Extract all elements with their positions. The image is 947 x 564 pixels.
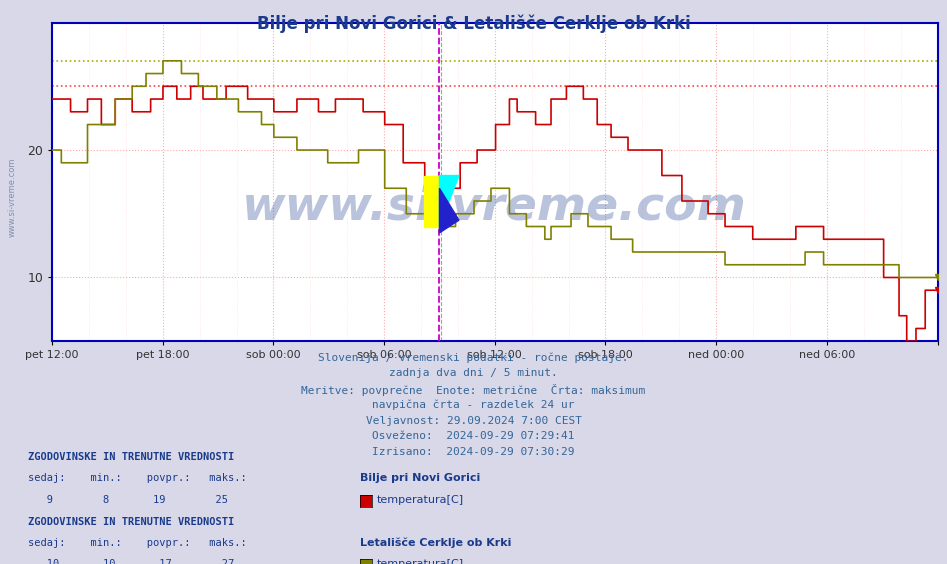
Text: sedaj:    min.:    povpr.:   maks.:: sedaj: min.: povpr.: maks.: [28,473,247,483]
Text: sedaj:    min.:    povpr.:   maks.:: sedaj: min.: povpr.: maks.: [28,538,247,548]
Text: temperatura[C]: temperatura[C] [377,559,464,564]
Text: www.si-vreme.com: www.si-vreme.com [242,185,747,230]
Text: Slovenija / vremenski podatki - ročne postaje.: Slovenija / vremenski podatki - ročne po… [318,352,629,363]
Text: www.si-vreme.com: www.si-vreme.com [8,158,17,237]
Text: 9        8       19        25: 9 8 19 25 [28,495,228,505]
Text: Bilje pri Novi Gorici: Bilje pri Novi Gorici [360,473,480,483]
Text: Letališče Cerklje ob Krki: Letališče Cerklje ob Krki [360,537,511,548]
Text: ZGODOVINSKE IN TRENUTNE VREDNOSTI: ZGODOVINSKE IN TRENUTNE VREDNOSTI [28,452,235,462]
Polygon shape [439,175,459,227]
Text: Izrisano:  2024-09-29 07:30:29: Izrisano: 2024-09-29 07:30:29 [372,447,575,457]
Text: Osveženo:  2024-09-29 07:29:41: Osveženo: 2024-09-29 07:29:41 [372,431,575,442]
Text: temperatura[C]: temperatura[C] [377,495,464,505]
Text: Bilje pri Novi Gorici & Letališče Cerklje ob Krki: Bilje pri Novi Gorici & Letališče Cerklj… [257,14,690,33]
Text: zadnja dva dni / 5 minut.: zadnja dva dni / 5 minut. [389,368,558,378]
Text: navpična črta - razdelek 24 ur: navpična črta - razdelek 24 ur [372,400,575,411]
Polygon shape [439,188,459,233]
Text: 10       10       17        27: 10 10 17 27 [28,559,235,564]
Text: Veljavnost: 29.09.2024 7:00 CEST: Veljavnost: 29.09.2024 7:00 CEST [366,416,581,426]
Bar [423,175,439,227]
Text: Meritve: povprečne  Enote: metrične  Črta: maksimum: Meritve: povprečne Enote: metrične Črta:… [301,384,646,396]
Text: ZGODOVINSKE IN TRENUTNE VREDNOSTI: ZGODOVINSKE IN TRENUTNE VREDNOSTI [28,517,235,527]
